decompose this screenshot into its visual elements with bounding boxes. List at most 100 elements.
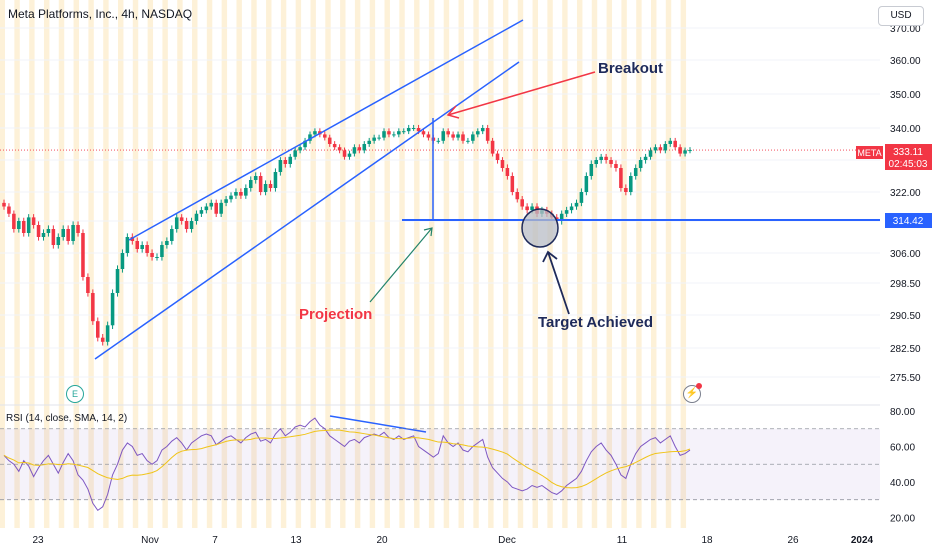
candle-body [387, 131, 391, 135]
candle-body [91, 293, 95, 322]
candle-body [416, 128, 421, 132]
rsi-tick-label: 40.00 [890, 478, 915, 489]
session-stripe [428, 0, 435, 528]
candle-body [441, 131, 446, 141]
candle-body [86, 277, 90, 293]
candle-body [505, 168, 510, 176]
candle-body [451, 134, 455, 138]
price-tick-label: 322.00 [890, 188, 921, 199]
earnings-marker-icon[interactable]: E [66, 385, 84, 403]
candle-body [530, 206, 534, 211]
candle-body [194, 213, 199, 221]
rsi-tick-label: 20.00 [890, 513, 915, 524]
time-tick-label: Nov [141, 535, 159, 546]
time-tick-label: 26 [787, 535, 799, 546]
target-price-tag-bg [885, 213, 932, 228]
drawings[interactable] [94, 19, 880, 433]
countdown-timer: 02:45:03 [889, 159, 928, 170]
session-stripe [29, 0, 35, 528]
candle-body [120, 253, 125, 269]
candle-body [594, 160, 599, 164]
candle-body [308, 134, 312, 141]
candle-body [81, 233, 85, 277]
projection-arrow[interactable] [369, 227, 433, 303]
session-stripe [591, 0, 598, 528]
candle-body [323, 134, 327, 138]
candle-body [421, 131, 426, 135]
candle-body [446, 131, 450, 135]
session-stripe [58, 0, 65, 528]
session-stripe [532, 0, 538, 528]
target-price-tag: 314.42 [893, 216, 924, 227]
candle-body [658, 147, 663, 151]
time-tick-label: 11 [617, 535, 628, 546]
candle-body [411, 128, 416, 129]
currency-button[interactable]: USD [878, 6, 924, 26]
candle-body [599, 156, 603, 160]
candle-body [401, 131, 406, 133]
candle-body [456, 134, 460, 138]
session-stripe [547, 0, 553, 528]
price-tick-label: 350.00 [890, 90, 921, 101]
channel-upper-line[interactable] [128, 19, 524, 241]
candle-body [337, 147, 342, 151]
candle-body [170, 229, 174, 241]
candle-body [367, 140, 371, 144]
candle-body [362, 144, 367, 151]
channel-lower-line[interactable] [94, 61, 520, 360]
candle-body [278, 160, 283, 172]
candle-body [574, 202, 579, 207]
session-stripe [414, 0, 420, 528]
candle-body [293, 150, 297, 157]
candle-body [61, 229, 65, 237]
candle-body [298, 147, 302, 151]
breakout-arrow[interactable] [447, 71, 596, 116]
candle-body [559, 213, 564, 221]
candle-body [327, 137, 332, 144]
session-stripe [443, 0, 450, 528]
session-stripe [251, 0, 257, 528]
candle-body [633, 168, 638, 176]
price-scale[interactable]: 275.50282.50290.50298.50306.00314.00322.… [890, 24, 921, 384]
rsi-ma-line [3, 429, 691, 489]
target-arrow-head [542, 250, 558, 263]
candle-body [95, 321, 100, 338]
dividend-flash-icon[interactable]: ⚡ [683, 385, 701, 403]
session-stripe [621, 0, 627, 528]
symbol-tag-bg [856, 146, 883, 159]
session-stripe [177, 0, 183, 528]
candle-body [7, 206, 11, 214]
rsi-divergence-line[interactable] [329, 415, 427, 433]
session-stripe [369, 0, 376, 528]
projection-label: Projection [299, 306, 373, 323]
candle-body [510, 176, 515, 192]
candle-body [239, 192, 243, 196]
time-tick-label: 7 [212, 535, 218, 546]
price-tick-label: 360.00 [890, 56, 921, 67]
session-stripe [236, 0, 242, 528]
candle-body [253, 176, 258, 180]
candle-body [71, 225, 75, 241]
rsi-scale[interactable]: 20.00 40.00 60.00 80.00 [890, 407, 915, 524]
session-stripe [103, 0, 109, 528]
candle-body [224, 199, 228, 203]
target-arrow[interactable] [547, 251, 570, 315]
candle-body [436, 140, 441, 142]
candle-body [100, 337, 105, 342]
session-stripe [636, 0, 642, 528]
candle-body [426, 134, 431, 138]
session-stripe [473, 0, 479, 528]
session-stripe [354, 0, 361, 528]
time-scale[interactable]: 23 Nov 7 13 20 Dec 11 18 26 2024 [32, 535, 873, 546]
candle-body [619, 168, 623, 188]
candle-body [155, 257, 159, 258]
candle-body [569, 206, 574, 211]
candle-body [352, 147, 357, 154]
session-stripe [325, 0, 331, 528]
candle-body [56, 237, 61, 245]
candle-body [263, 184, 268, 192]
candle-body [332, 144, 337, 148]
candle-body [174, 217, 179, 229]
target-circle[interactable] [521, 208, 559, 248]
